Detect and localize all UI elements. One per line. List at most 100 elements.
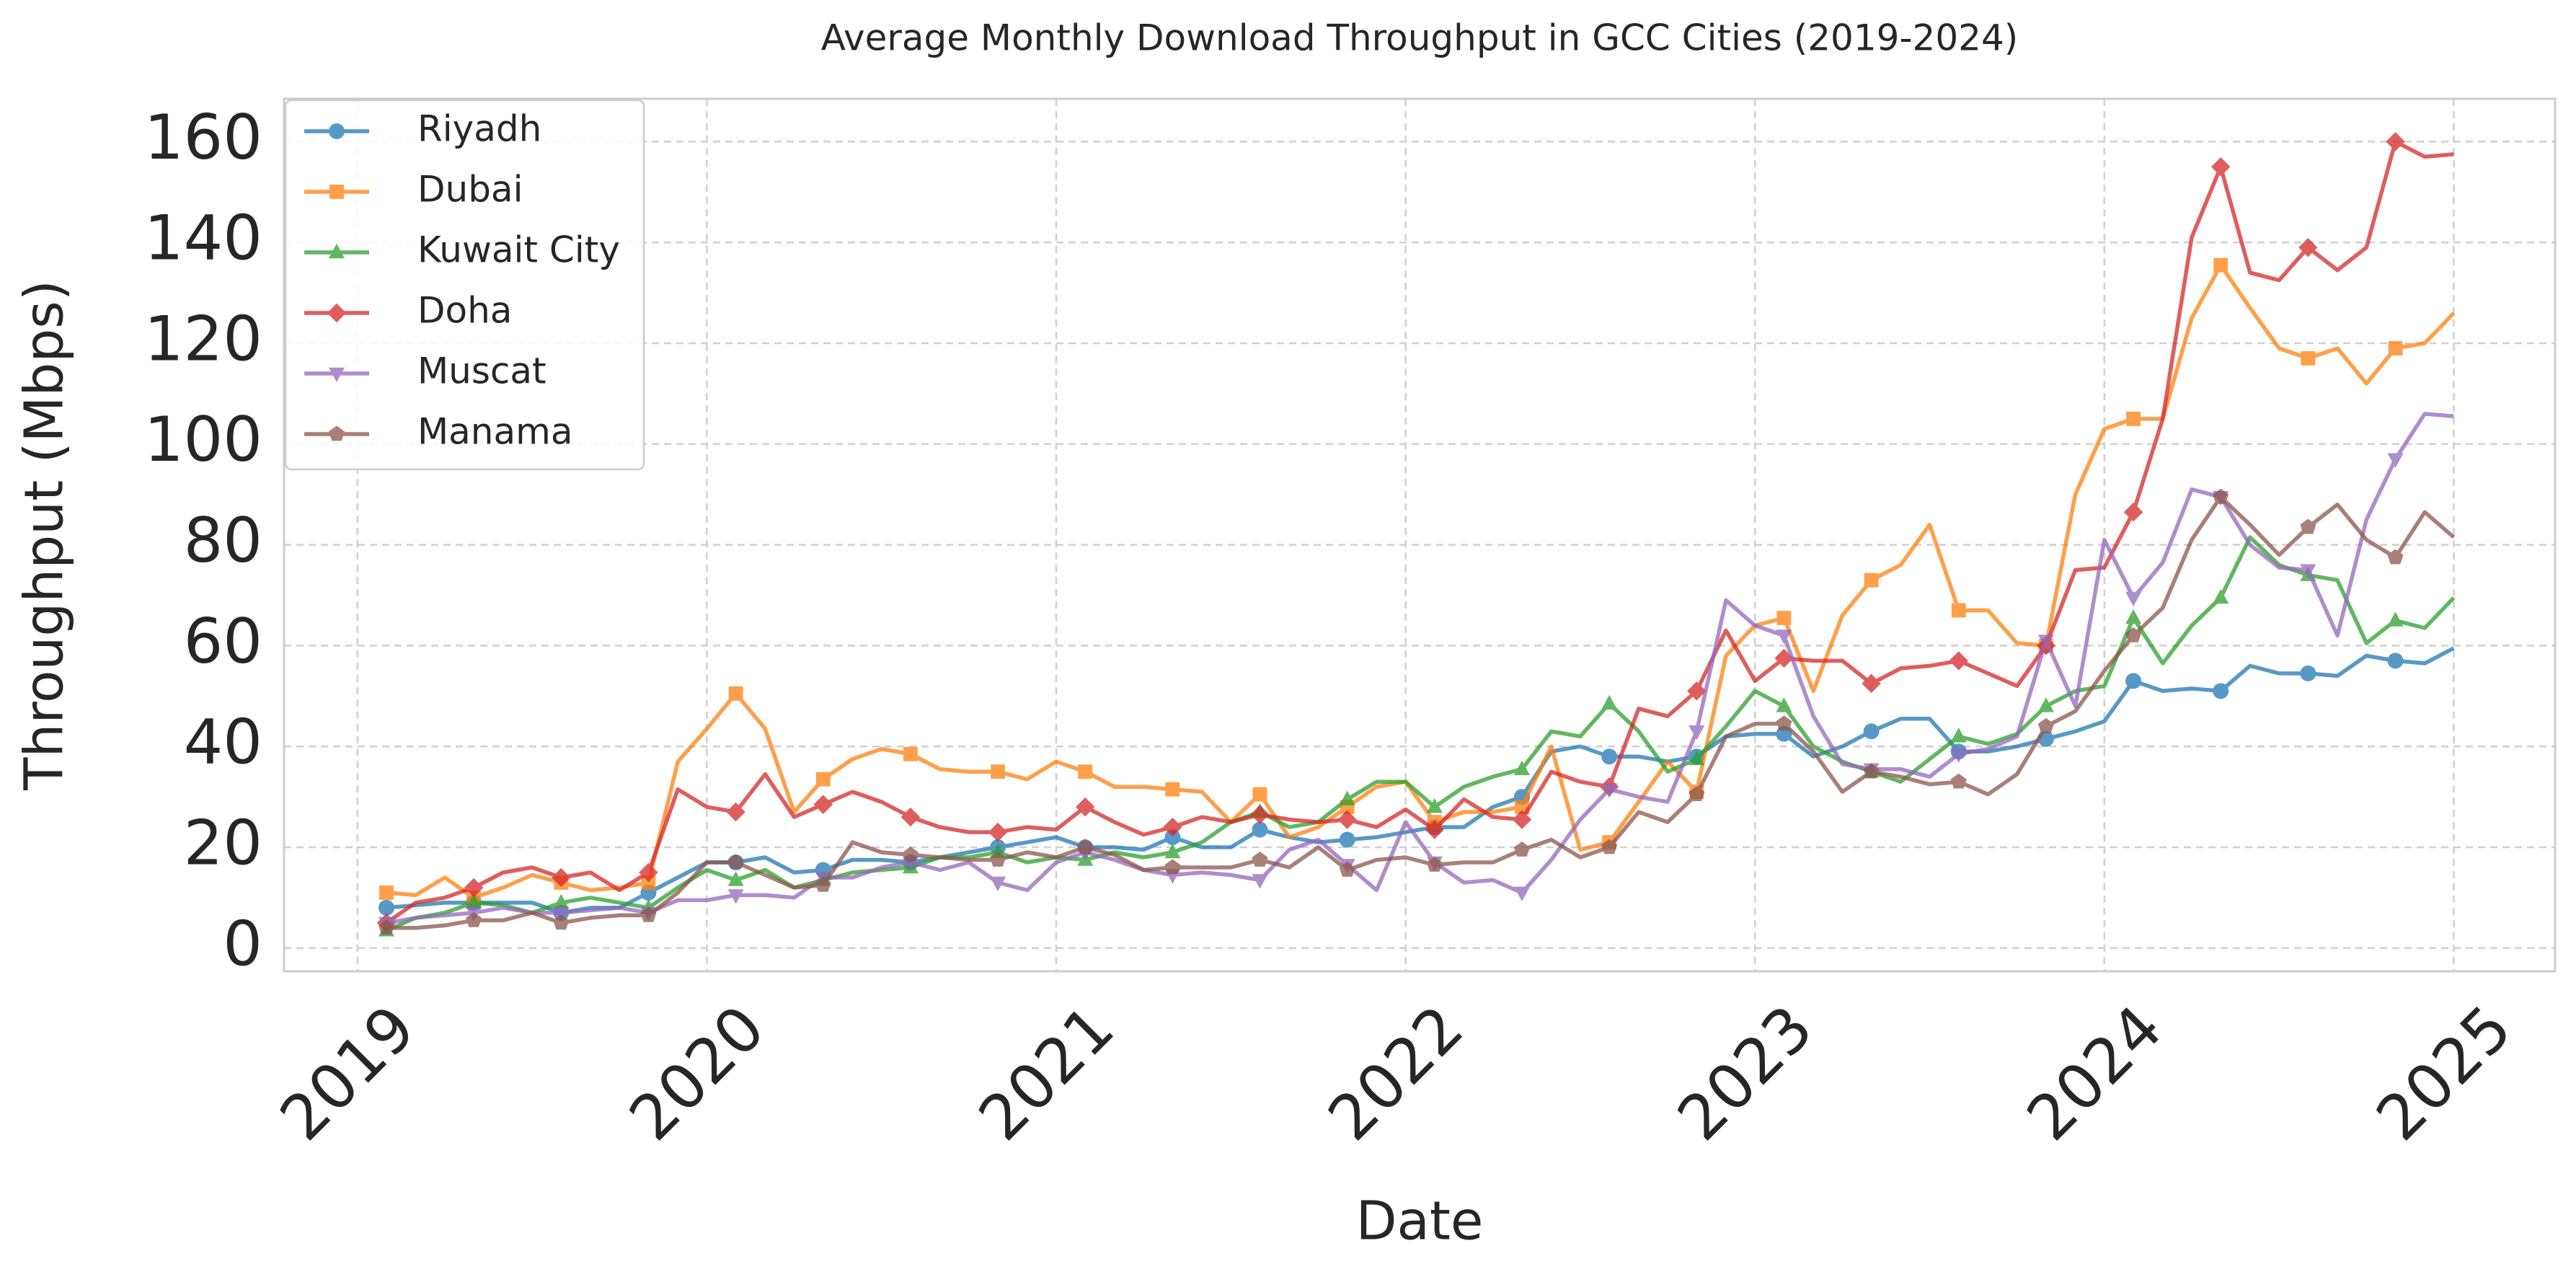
marker bbox=[466, 893, 482, 909]
marker bbox=[1164, 859, 1181, 875]
marker bbox=[815, 772, 831, 787]
legend-label: Kuwait City bbox=[417, 229, 620, 271]
marker bbox=[378, 899, 394, 916]
marker bbox=[1950, 728, 1967, 743]
marker bbox=[2125, 673, 2142, 689]
marker bbox=[2386, 132, 2405, 151]
marker bbox=[553, 893, 570, 909]
marker bbox=[1688, 750, 1705, 765]
y-tick-label: 20 bbox=[184, 807, 262, 879]
marker bbox=[2125, 591, 2142, 607]
legend: Riyadh Dubai Kuwait City Doha Muscat Manama bbox=[284, 99, 645, 471]
marker bbox=[2126, 411, 2141, 426]
marker bbox=[1601, 783, 1618, 798]
marker bbox=[990, 851, 1006, 867]
y-tick-label: 60 bbox=[184, 606, 262, 678]
marker bbox=[2387, 611, 2404, 627]
marker bbox=[1513, 760, 1530, 775]
marker bbox=[815, 876, 831, 892]
marker bbox=[2211, 157, 2231, 177]
x-axis-label: Date bbox=[1356, 1190, 1484, 1252]
legend-item bbox=[304, 185, 369, 199]
chart-title: Average Monthly Download Throughput in G… bbox=[821, 17, 2019, 59]
marker bbox=[1078, 764, 1093, 779]
marker bbox=[903, 746, 918, 761]
marker bbox=[2037, 717, 2054, 733]
marker bbox=[2300, 564, 2316, 579]
y-tick-label: 140 bbox=[144, 203, 262, 275]
marker bbox=[813, 795, 833, 814]
legend-marker bbox=[329, 185, 344, 199]
marker bbox=[2125, 627, 2142, 642]
marker bbox=[379, 885, 394, 900]
line bbox=[386, 412, 2454, 925]
marker bbox=[2037, 697, 2054, 712]
marker bbox=[1337, 810, 1357, 829]
marker bbox=[1339, 831, 1355, 848]
marker bbox=[988, 822, 1008, 842]
marker bbox=[1252, 874, 1268, 889]
marker bbox=[1426, 856, 1443, 872]
legend-marker bbox=[329, 425, 345, 441]
marker bbox=[464, 878, 484, 898]
marker bbox=[1425, 820, 1445, 839]
legend-label: Dubai bbox=[417, 169, 523, 211]
marker bbox=[1776, 697, 1792, 712]
y-tick-label: 160 bbox=[144, 102, 262, 174]
marker bbox=[727, 871, 744, 886]
marker bbox=[2037, 635, 2054, 650]
marker bbox=[1250, 805, 1270, 824]
marker bbox=[641, 875, 656, 890]
marker bbox=[1863, 723, 1880, 740]
marker bbox=[1863, 763, 1880, 779]
marker bbox=[552, 867, 571, 888]
y-tick-label: 100 bbox=[144, 404, 262, 476]
marker bbox=[1776, 629, 1792, 645]
marker bbox=[1164, 843, 1181, 859]
marker bbox=[2388, 341, 2403, 355]
marker bbox=[1688, 786, 1705, 801]
marker bbox=[2301, 351, 2316, 366]
legend-marker bbox=[329, 243, 345, 259]
legend-item bbox=[304, 367, 369, 383]
marker bbox=[1164, 829, 1181, 846]
marker bbox=[1339, 790, 1355, 805]
legend-label: Doha bbox=[417, 290, 512, 332]
marker bbox=[2300, 665, 2316, 681]
marker bbox=[1601, 694, 1618, 710]
marker bbox=[379, 919, 394, 935]
legend-item bbox=[304, 303, 369, 323]
marker bbox=[2387, 653, 2404, 669]
marker bbox=[2213, 588, 2229, 604]
marker bbox=[2213, 257, 2228, 273]
marker bbox=[466, 911, 482, 927]
marker bbox=[727, 889, 744, 904]
legend-item bbox=[304, 243, 369, 259]
y-axis-label: Throughput (Mbps) bbox=[14, 280, 76, 790]
y-tick-label: 40 bbox=[184, 707, 262, 779]
marker bbox=[640, 906, 657, 922]
marker bbox=[1949, 651, 1968, 671]
marker bbox=[1951, 603, 1966, 618]
marker bbox=[990, 876, 1006, 892]
legend-marker bbox=[327, 303, 347, 323]
marker bbox=[1252, 821, 1268, 838]
marker bbox=[1687, 681, 1707, 701]
marker bbox=[1252, 851, 1268, 867]
marker bbox=[991, 764, 1005, 779]
plot-frame bbox=[283, 97, 2557, 973]
legend-label: Manama bbox=[417, 411, 572, 453]
marker bbox=[2300, 518, 2316, 534]
series bbox=[379, 488, 2456, 935]
marker bbox=[1339, 861, 1355, 877]
marker bbox=[2125, 609, 2142, 624]
marker bbox=[1950, 748, 1967, 763]
marker bbox=[1601, 839, 1618, 854]
y-tick-label: 120 bbox=[144, 303, 262, 375]
marker bbox=[2213, 683, 2229, 699]
marker bbox=[1688, 725, 1705, 741]
marker bbox=[1077, 839, 1094, 854]
marker bbox=[1862, 673, 1881, 694]
